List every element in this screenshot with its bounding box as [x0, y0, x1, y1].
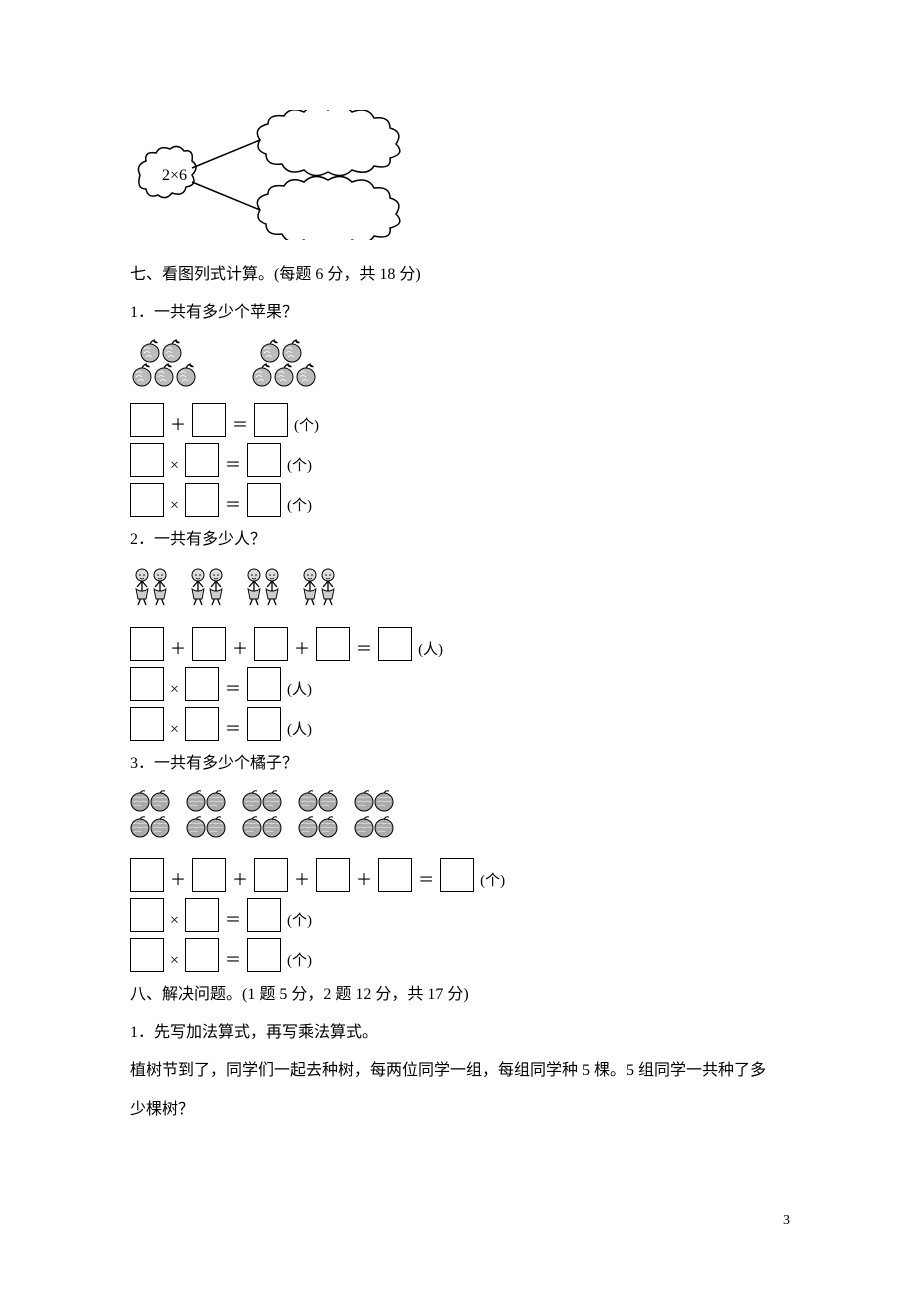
eq-row: ＋ ＝ (个): [130, 403, 790, 437]
unit: (人): [285, 678, 312, 701]
answer-box[interactable]: [185, 938, 219, 972]
op-mul: ×: [168, 721, 181, 741]
answer-box[interactable]: [130, 443, 164, 477]
op-plus: ＋: [168, 635, 188, 661]
answer-box[interactable]: [185, 443, 219, 477]
q1-apples: [130, 337, 790, 393]
expression-text: 2×6: [162, 167, 187, 184]
section8-heading: 八、解决问题。(1 题 5 分，2 题 12 分，共 17 分): [130, 980, 790, 1010]
cloud-svg: 2×6: [130, 110, 470, 240]
answer-box[interactable]: [378, 627, 412, 661]
eq-row: × ＝ (人): [130, 667, 790, 701]
unit: (个): [285, 949, 312, 972]
answer-box[interactable]: [130, 898, 164, 932]
eq-row: ＋ ＋ ＋ ＋ ＝ (个): [130, 858, 790, 892]
q1-equations: ＋ ＝ (个) × ＝ (个) × ＝ (个): [130, 403, 790, 517]
answer-box[interactable]: [130, 403, 164, 437]
answer-box[interactable]: [192, 403, 226, 437]
answer-box[interactable]: [254, 858, 288, 892]
op-mul: ×: [168, 952, 181, 972]
op-eq: ＝: [223, 946, 243, 972]
op-eq: ＝: [223, 491, 243, 517]
answer-box[interactable]: [247, 938, 281, 972]
answer-box[interactable]: [185, 667, 219, 701]
q3-prompt: 3．一共有多少个橘子？: [130, 749, 790, 779]
answer-box[interactable]: [247, 667, 281, 701]
q3-equations: ＋ ＋ ＋ ＋ ＝ (个) × ＝ (个) × ＝ (个): [130, 858, 790, 972]
answer-box[interactable]: [378, 858, 412, 892]
unit: (个): [285, 494, 312, 517]
q3-oranges: [130, 788, 790, 848]
q1-prompt: 1．一共有多少个苹果？: [130, 298, 790, 328]
eq-row: × ＝ (个): [130, 443, 790, 477]
answer-box[interactable]: [185, 898, 219, 932]
answer-box[interactable]: [130, 627, 164, 661]
answer-box[interactable]: [185, 707, 219, 741]
q2-equations: ＋ ＋ ＋ ＝ (人) × ＝ (人) × ＝ (人): [130, 627, 790, 741]
answer-box[interactable]: [254, 627, 288, 661]
s8-q1-line3: 少棵树？: [130, 1095, 790, 1125]
answer-box[interactable]: [254, 403, 288, 437]
answer-box[interactable]: [130, 707, 164, 741]
eq-row: × ＝ (个): [130, 483, 790, 517]
answer-box[interactable]: [247, 898, 281, 932]
unit: (人): [416, 638, 443, 661]
answer-box[interactable]: [130, 483, 164, 517]
op-plus: ＋: [230, 635, 250, 661]
q2-prompt: 2．一共有多少人？: [130, 525, 790, 555]
answer-box[interactable]: [247, 483, 281, 517]
answer-box[interactable]: [316, 627, 350, 661]
op-eq: ＝: [223, 715, 243, 741]
eq-row: × ＝ (个): [130, 938, 790, 972]
answer-box[interactable]: [440, 858, 474, 892]
cloud-diagram: 2×6: [130, 110, 790, 240]
answer-box[interactable]: [130, 858, 164, 892]
unit: (人): [285, 718, 312, 741]
answer-box[interactable]: [130, 938, 164, 972]
op-mul: ×: [168, 457, 181, 477]
unit: (个): [478, 869, 505, 892]
unit: (个): [292, 414, 319, 437]
q2-people: [130, 563, 790, 617]
op-eq: ＝: [223, 906, 243, 932]
op-mul: ×: [168, 497, 181, 517]
op-plus: ＋: [354, 866, 374, 892]
op-eq: ＝: [223, 675, 243, 701]
answer-box[interactable]: [247, 443, 281, 477]
op-plus: ＋: [292, 635, 312, 661]
s8-q1-line1: 1．先写加法算式，再写乘法算式。: [130, 1018, 790, 1048]
answer-box[interactable]: [130, 667, 164, 701]
op-plus: ＋: [230, 866, 250, 892]
op-eq: ＝: [223, 451, 243, 477]
op-eq: ＝: [416, 866, 436, 892]
page-number: 3: [0, 1213, 920, 1229]
unit: (个): [285, 454, 312, 477]
op-mul: ×: [168, 912, 181, 932]
op-plus: ＋: [292, 866, 312, 892]
answer-box[interactable]: [192, 627, 226, 661]
unit: (个): [285, 909, 312, 932]
section7-heading: 七、看图列式计算。(每题 6 分，共 18 分): [130, 260, 790, 290]
op-plus: ＋: [168, 866, 188, 892]
answer-box[interactable]: [185, 483, 219, 517]
eq-row: × ＝ (人): [130, 707, 790, 741]
op-mul: ×: [168, 681, 181, 701]
s8-q1-line2: 植树节到了，同学们一起去种树，每两位同学一组，每组同学种 5 棵。5 组同学一共…: [130, 1056, 790, 1086]
answer-box[interactable]: [316, 858, 350, 892]
eq-row: × ＝ (个): [130, 898, 790, 932]
op-plus: ＋: [168, 411, 188, 437]
op-eq: ＝: [354, 635, 374, 661]
answer-box[interactable]: [192, 858, 226, 892]
op-eq: ＝: [230, 411, 250, 437]
answer-box[interactable]: [247, 707, 281, 741]
eq-row: ＋ ＋ ＋ ＝ (人): [130, 627, 790, 661]
page-content: 2×6 七、看图列式计算。(每题 6 分，共 18 分) 1．一共有多少个苹果？: [0, 0, 920, 1173]
